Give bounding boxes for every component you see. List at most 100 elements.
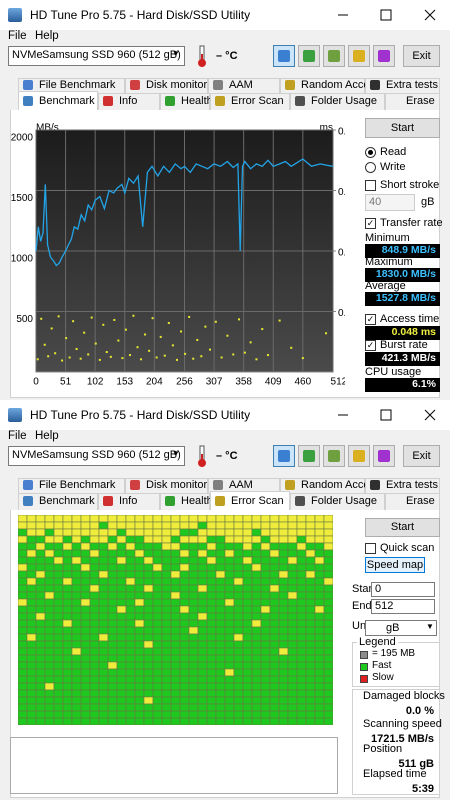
tab-label[interactable]: Extra tests <box>386 79 438 91</box>
tab[interactable] <box>385 93 440 110</box>
checkbox-label[interactable]: Burst rate <box>380 339 428 351</box>
block <box>98 612 109 621</box>
checkbox[interactable]: ✓ <box>365 314 376 325</box>
tab-label[interactable]: File Benchmark <box>39 479 116 491</box>
start-button[interactable]: Start <box>365 518 440 537</box>
tab-label[interactable]: Folder Usage <box>311 495 378 507</box>
tab-icon <box>23 80 33 90</box>
tab-label[interactable]: Health <box>181 95 213 107</box>
block <box>296 626 307 635</box>
access-time-point <box>139 358 142 361</box>
tab[interactable] <box>18 493 98 510</box>
speed-map-button[interactable]: Speed map <box>365 557 425 573</box>
tab[interactable] <box>18 91 98 110</box>
tab[interactable] <box>18 478 125 493</box>
tab-label[interactable]: Error Scan <box>231 95 284 107</box>
block <box>44 570 55 579</box>
block <box>233 619 244 628</box>
block <box>143 682 154 691</box>
radio-label[interactable]: Read <box>380 146 407 158</box>
tab-label[interactable]: Random Access <box>301 479 381 491</box>
tab-label[interactable]: File Benchmark <box>39 79 116 91</box>
menu-item[interactable]: File <box>8 30 27 42</box>
access-time-point <box>105 351 108 354</box>
tab[interactable] <box>125 478 208 493</box>
tab-label[interactable]: Error Scan <box>231 495 284 507</box>
block <box>125 710 136 719</box>
tab[interactable] <box>365 478 440 493</box>
menu-item[interactable]: Help <box>35 430 59 442</box>
radio-label[interactable]: Write <box>380 161 406 173</box>
end-input[interactable]: 512 <box>371 599 435 614</box>
block <box>242 696 253 705</box>
block <box>269 661 280 670</box>
block <box>152 647 163 656</box>
exit-button[interactable]: Exit <box>403 45 440 67</box>
drive-select[interactable] <box>8 446 185 466</box>
block <box>98 689 109 698</box>
tab-label[interactable]: Benchmark <box>39 95 95 107</box>
block <box>26 563 37 572</box>
tab-label[interactable]: AAM <box>229 79 253 91</box>
unit-select[interactable]: gB <box>365 620 437 636</box>
tab-label[interactable]: Info <box>119 495 138 507</box>
tab[interactable] <box>280 478 365 493</box>
block <box>179 661 190 670</box>
tab-label[interactable]: Health <box>181 495 213 507</box>
tab-label[interactable]: Benchmark <box>39 495 95 507</box>
tab[interactable] <box>98 493 160 510</box>
tab[interactable] <box>290 493 385 510</box>
tab-label[interactable]: Erase <box>406 95 435 107</box>
tab[interactable] <box>18 78 125 93</box>
tab-label[interactable]: Info <box>119 95 138 107</box>
block <box>80 556 91 565</box>
block <box>18 591 28 600</box>
tab[interactable] <box>98 93 160 110</box>
tab[interactable] <box>208 78 280 93</box>
block <box>251 556 262 565</box>
tab-label[interactable]: Random Access <box>301 79 381 91</box>
checkbox-label[interactable]: Short stroke <box>380 179 440 191</box>
block <box>26 696 37 705</box>
block <box>18 703 28 712</box>
checkbox-label[interactable]: Transfer rate <box>380 217 443 229</box>
menu-item[interactable]: Help <box>35 30 59 42</box>
tab[interactable] <box>385 493 440 510</box>
minimum-value: 848.9 MB/s <box>365 244 440 258</box>
checkbox[interactable] <box>365 543 376 554</box>
tab-label[interactable]: Disk monitor <box>146 479 208 491</box>
tab-label[interactable]: Extra tests <box>386 479 438 491</box>
block <box>287 640 298 649</box>
tab[interactable] <box>280 78 365 93</box>
tab[interactable] <box>210 93 290 110</box>
start-button[interactable]: Start <box>365 118 440 138</box>
tab-label[interactable]: Disk monitor <box>146 79 208 91</box>
tab[interactable] <box>125 78 208 93</box>
tab-label[interactable]: Erase <box>406 495 435 507</box>
block <box>161 696 172 705</box>
tab[interactable] <box>365 78 440 93</box>
drive-select[interactable] <box>8 46 185 66</box>
block <box>35 612 46 621</box>
start-input[interactable]: 0 <box>371 582 435 597</box>
toolbar-icon <box>353 450 365 462</box>
tab[interactable] <box>210 491 290 510</box>
checkbox[interactable]: ✓ <box>365 218 376 229</box>
tab[interactable] <box>290 93 385 110</box>
tab-label[interactable]: Folder Usage <box>311 95 378 107</box>
radio[interactable] <box>365 162 376 173</box>
drive-name: Samsung SSD 960 (512 gB) <box>42 49 181 61</box>
block <box>179 570 190 579</box>
tab-label[interactable]: AAM <box>229 479 253 491</box>
checkbox-label[interactable]: Quick scan <box>380 542 435 554</box>
checkbox-label[interactable]: Access time <box>380 313 440 325</box>
exit-button[interactable]: Exit <box>403 445 440 467</box>
toolbar-icon <box>303 50 315 62</box>
block <box>62 689 73 698</box>
block <box>323 654 333 663</box>
tab[interactable] <box>208 478 280 493</box>
block <box>278 528 289 537</box>
menu-item[interactable]: File <box>8 430 27 442</box>
checkbox[interactable] <box>365 180 376 191</box>
checkbox[interactable]: ✓ <box>365 340 376 351</box>
